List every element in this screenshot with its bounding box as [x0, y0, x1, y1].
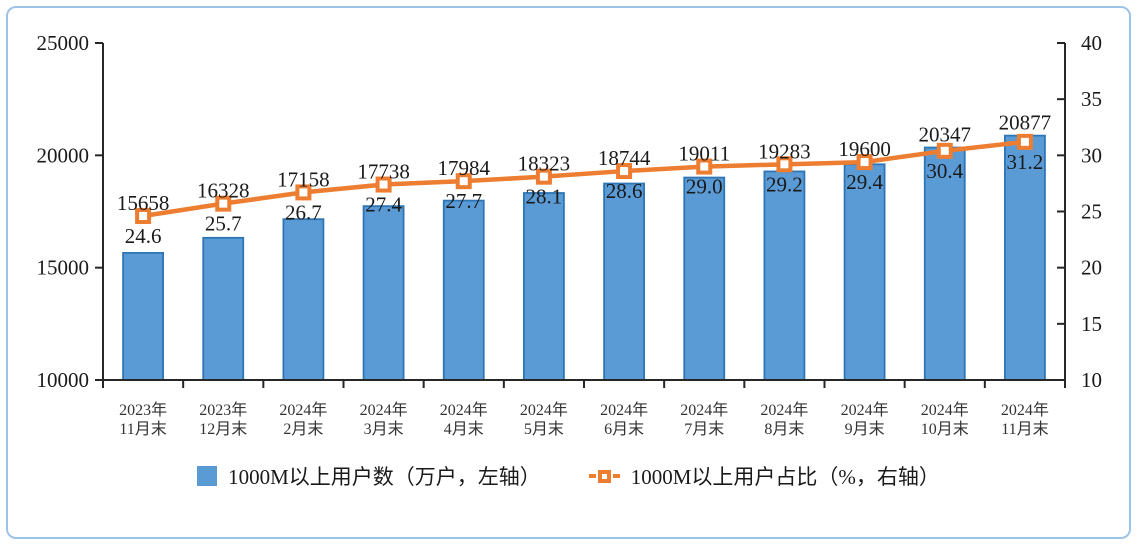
bar	[843, 163, 886, 381]
bar-value-label: 18323	[518, 152, 571, 176]
x-category-label: 2024年 9月末	[841, 401, 889, 438]
bar-value-label: 18744	[598, 146, 651, 170]
right-axis-tick-label: 20	[1081, 256, 1102, 280]
line-value-label: 28.1	[526, 185, 563, 209]
line-value-label: 26.7	[285, 200, 322, 224]
bar	[122, 251, 164, 381]
line-value-label: 30.4	[926, 159, 963, 183]
bar-value-label: 17984	[438, 156, 491, 180]
line-value-label: 29.0	[686, 175, 723, 199]
line-value-label: 28.6	[606, 179, 643, 203]
x-category-label: 2023年 12月末	[199, 401, 247, 438]
right-axis-tick-label: 10	[1081, 368, 1102, 392]
bar	[683, 176, 726, 381]
bar-series-legend-label: 1000M以上用户数（万户，左轴）	[228, 465, 541, 489]
bar-value-label: 20877	[999, 111, 1052, 135]
x-category-label: 2024年 5月末	[520, 401, 568, 438]
left-axis-tick-label: 25000	[37, 31, 90, 55]
bar	[523, 192, 565, 381]
right-axis-tick-label: 35	[1081, 87, 1102, 111]
x-category-label: 2024年 3月末	[360, 401, 408, 438]
line-marker	[295, 184, 312, 201]
x-category-label: 2024年 7月末	[680, 401, 728, 438]
line-value-label: 29.2	[766, 172, 803, 196]
line-marker	[776, 156, 793, 173]
x-category-label: 2024年 4月末	[440, 401, 488, 438]
line-marker	[1016, 133, 1033, 150]
bar	[763, 170, 806, 381]
bar	[923, 146, 966, 381]
line-marker	[856, 154, 873, 171]
line-value-label: 31.2	[1007, 150, 1044, 174]
left-axis-tick-label: 20000	[37, 143, 90, 167]
bar	[362, 205, 405, 381]
right-axis-tick-label: 30	[1081, 143, 1102, 167]
x-category-label: 2024年 8月末	[760, 401, 808, 438]
line-value-label: 24.6	[125, 224, 162, 248]
bar-series-swatch-icon	[197, 466, 218, 486]
line-value-label: 27.7	[445, 189, 482, 213]
line-series-marker-icon	[588, 469, 620, 483]
line-series	[142, 139, 1026, 219]
line-marker	[936, 142, 953, 159]
right-axis-tick-label: 25	[1081, 200, 1102, 224]
bar-value-label: 15658	[117, 191, 170, 215]
line-marker	[375, 176, 392, 193]
legend-item-line-series: 1000M以上用户占比（%，右轴）	[588, 461, 940, 491]
line-marker	[135, 207, 152, 224]
bar-value-label: 19283	[758, 139, 811, 163]
line-marker	[535, 168, 552, 185]
bar	[442, 199, 485, 381]
x-category-label: 2023年 11月末	[119, 401, 167, 438]
bar-value-label: 20347	[919, 123, 972, 147]
bar-value-label: 19011	[678, 142, 730, 166]
legend-item-bar-series: 1000M以上用户数（万户，左轴）	[197, 461, 541, 491]
right-axis-tick-label: 15	[1081, 312, 1102, 336]
x-category-label: 2024年 10月末	[921, 401, 969, 438]
x-category-label: 2024年 11月末	[1001, 401, 1049, 438]
bar	[282, 218, 325, 381]
right-axis-tick-label: 40	[1081, 31, 1102, 55]
line-series-legend-label: 1000M以上用户占比（%，右轴）	[630, 465, 940, 489]
bar-value-label: 17738	[357, 160, 410, 184]
legend: 1000M以上用户数（万户，左轴） 1000M以上用户占比（%，右轴）	[8, 458, 1129, 494]
line-marker	[696, 158, 713, 175]
bar	[202, 236, 245, 381]
line-value-label: 27.4	[365, 193, 402, 217]
line-marker	[616, 163, 633, 180]
bar	[603, 182, 645, 381]
left-axis-tick-label: 10000	[37, 368, 90, 392]
bar-value-label: 16328	[197, 179, 250, 203]
chart-frame: 25000 20000 15000 10000 40 35 30 25 20 15 10 2023年 1…	[6, 6, 1131, 539]
x-category-label: 2024年 6月末	[600, 401, 648, 438]
bar-value-label: 19600	[838, 137, 891, 161]
left-axis-tick-label: 15000	[37, 256, 90, 280]
line-marker	[215, 195, 232, 212]
chart-canvas: 25000 20000 15000 10000 40 35 30 25 20 15 10 2023年 1…	[37, 31, 1103, 438]
line-value-label: 29.4	[846, 170, 883, 194]
line-value-label: 25.7	[205, 212, 242, 236]
x-category-label: 2024年 2月末	[279, 401, 327, 438]
bar	[1004, 134, 1046, 381]
line-marker	[455, 173, 472, 190]
bar-value-label: 17158	[277, 167, 330, 191]
